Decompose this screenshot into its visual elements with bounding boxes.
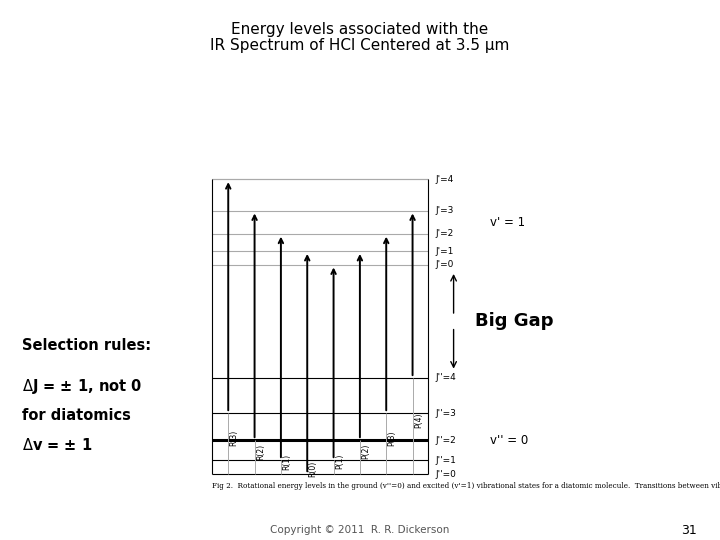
Text: Selection rules:: Selection rules: bbox=[22, 338, 150, 353]
Text: J''=4: J''=4 bbox=[436, 374, 456, 382]
Text: v'' = 0: v'' = 0 bbox=[490, 434, 528, 447]
Text: IR Spectrum of HCl Centered at 3.5 μm: IR Spectrum of HCl Centered at 3.5 μm bbox=[210, 38, 510, 53]
Text: Big Gap: Big Gap bbox=[475, 312, 554, 330]
Text: R(2): R(2) bbox=[256, 444, 265, 460]
Text: Copyright © 2011  R. R. Dickerson: Copyright © 2011 R. R. Dickerson bbox=[270, 525, 450, 535]
Text: $\Delta$J = ± 1, not 0: $\Delta$J = ± 1, not 0 bbox=[22, 376, 142, 396]
Text: J''=3: J''=3 bbox=[436, 409, 456, 417]
Text: J''=2: J''=2 bbox=[436, 436, 456, 444]
Text: P(3): P(3) bbox=[387, 430, 397, 446]
Text: 31: 31 bbox=[681, 524, 697, 537]
Text: J'=1: J'=1 bbox=[436, 247, 454, 255]
Text: for diatomics: for diatomics bbox=[22, 408, 130, 423]
Text: v' = 1: v' = 1 bbox=[490, 215, 525, 229]
Text: R(3): R(3) bbox=[230, 430, 239, 447]
Text: J''=0: J''=0 bbox=[436, 470, 456, 478]
Text: Energy levels associated with the: Energy levels associated with the bbox=[231, 22, 489, 37]
Text: R(0): R(0) bbox=[309, 461, 318, 477]
Text: J'=4: J'=4 bbox=[436, 175, 454, 184]
Text: P(1): P(1) bbox=[335, 454, 344, 469]
Text: P(2): P(2) bbox=[361, 444, 370, 460]
Text: J'=3: J'=3 bbox=[436, 206, 454, 215]
Text: J''=1: J''=1 bbox=[436, 456, 456, 464]
Text: J'=2: J'=2 bbox=[436, 230, 454, 238]
Text: P(4): P(4) bbox=[414, 413, 423, 428]
Text: $\Delta$v = ± 1: $\Delta$v = ± 1 bbox=[22, 437, 92, 454]
Text: Fig 2.  Rotational energy levels in the ground (v''=0) and excited (v'=1) vibrat: Fig 2. Rotational energy levels in the g… bbox=[212, 482, 720, 490]
Text: R(1): R(1) bbox=[282, 454, 292, 470]
Text: J'=0: J'=0 bbox=[436, 260, 454, 269]
